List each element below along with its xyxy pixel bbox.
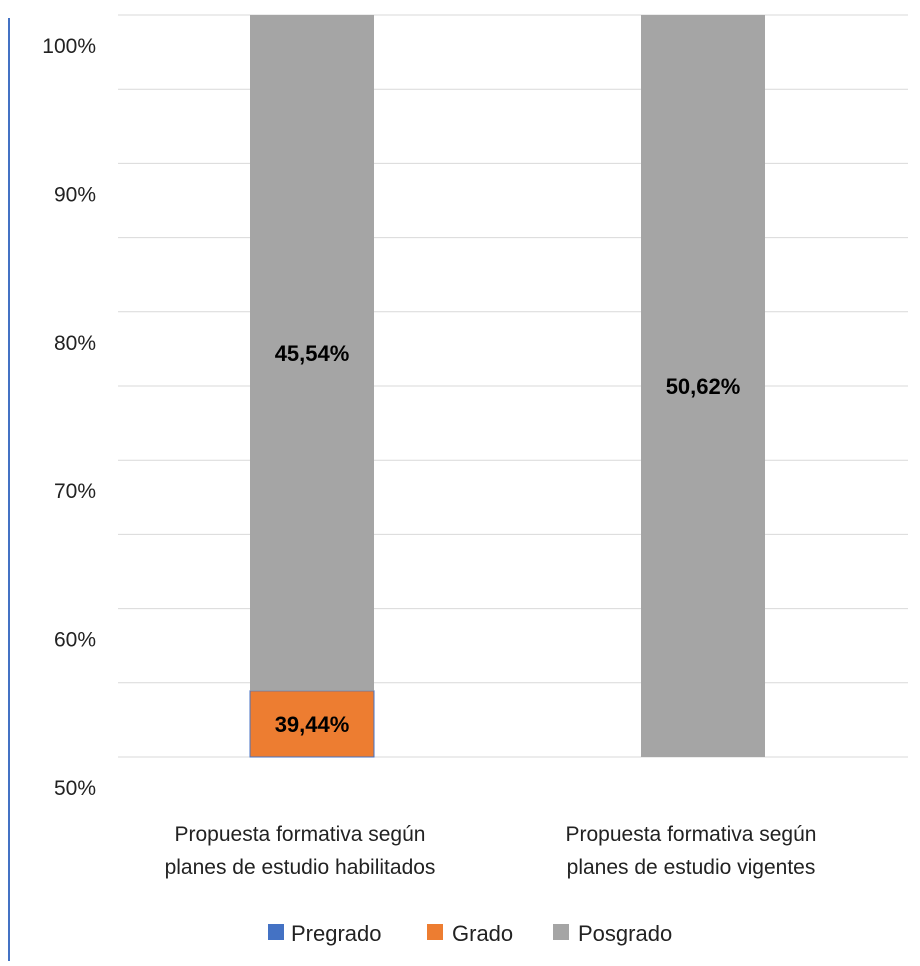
legend-label-grado: Grado: [452, 921, 513, 946]
y-tick-label: 50%: [54, 777, 96, 800]
y-tick-label: 80%: [54, 332, 96, 355]
legend-swatch-posgrado: [553, 924, 569, 940]
bar-posgrado: [250, 15, 374, 691]
data-label: 50,62%: [666, 374, 741, 399]
y-tick-label: 90%: [54, 183, 96, 206]
bar-grado: [249, 690, 375, 758]
legend-label-pregrado: Pregrado: [291, 921, 382, 946]
legend-label-posgrado: Posgrado: [578, 921, 672, 946]
y-tick-label: 100%: [42, 35, 96, 58]
y-tick-label: 70%: [54, 480, 96, 503]
bars: 39,44% 45,54% 50,62%: [249, 15, 765, 758]
bar-posgrado: [641, 15, 765, 757]
y-tick-label: 60%: [54, 629, 96, 652]
data-label: 39,44%: [275, 712, 350, 737]
legend-swatch-pregrado: [268, 924, 284, 940]
category-label: Propuesta formativa según: [175, 823, 426, 846]
category-label: planes de estudio vigentes: [567, 856, 816, 879]
left-border: [8, 18, 10, 961]
data-label: 45,54%: [275, 341, 350, 366]
legend-swatch-grado: [427, 924, 443, 940]
y-axis-ticks: 50% 60% 70% 80% 90% 100%: [42, 35, 96, 800]
legend: Pregrado Grado Posgrado: [268, 921, 672, 946]
category-label: planes de estudio habilitados: [165, 856, 436, 879]
category-label: Propuesta formativa según: [566, 823, 817, 846]
gridlines: [118, 14, 908, 758]
x-axis-labels: Propuesta formativa según planes de estud…: [165, 823, 817, 879]
